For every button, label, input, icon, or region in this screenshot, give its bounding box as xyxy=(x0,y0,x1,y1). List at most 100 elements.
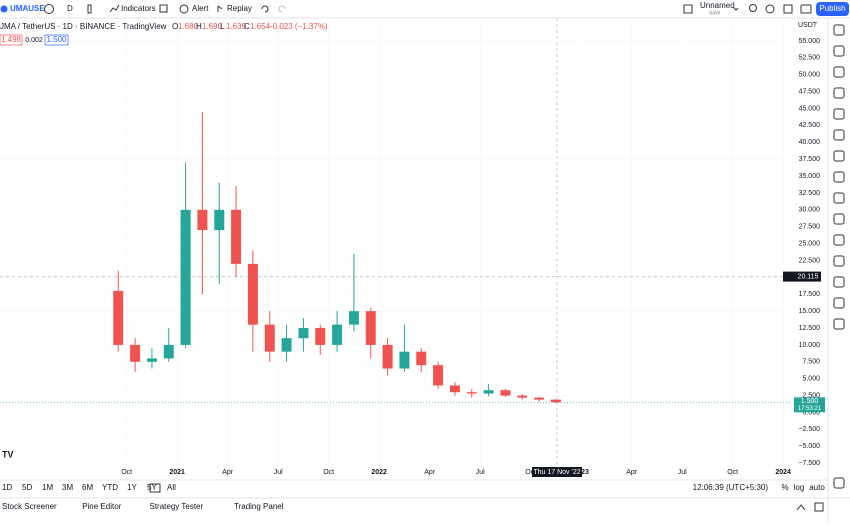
sidebar-button[interactable] xyxy=(833,297,845,309)
sidebar-button[interactable] xyxy=(833,87,845,99)
crosshair-price: 20.115 xyxy=(798,273,819,280)
currency-label[interactable]: USDT xyxy=(798,22,818,29)
sidebar-button[interactable] xyxy=(833,276,845,288)
save-label[interactable]: Save xyxy=(709,10,721,16)
candle-body xyxy=(399,351,410,369)
bottom-tab[interactable]: Strategy Tester xyxy=(150,502,204,511)
bottom-tab[interactable]: Pine Editor xyxy=(82,502,121,511)
candle-body xyxy=(315,328,326,345)
x-tick-label: Oct xyxy=(727,469,738,476)
settings-button[interactable] xyxy=(765,4,775,14)
date-range-button[interactable] xyxy=(149,483,161,493)
sidebar-button[interactable] xyxy=(833,45,845,57)
sidebar-button[interactable] xyxy=(833,477,845,489)
sidebar-button[interactable] xyxy=(833,255,845,267)
ohlc-label: O xyxy=(172,22,178,31)
templates-button[interactable] xyxy=(159,4,168,13)
y-tick-label: 22.500 xyxy=(799,257,821,264)
candle-body xyxy=(348,311,359,325)
maximize-button[interactable] xyxy=(814,502,824,512)
candle-body xyxy=(281,338,292,352)
sidebar-button[interactable] xyxy=(833,24,845,36)
bottom-tab[interactable]: Trading Panel xyxy=(234,502,284,511)
chart-type-button[interactable] xyxy=(87,4,92,14)
range-button[interactable]: 5Y xyxy=(147,483,157,492)
range-button[interactable]: 5D xyxy=(22,483,32,492)
sidebar-button[interactable] xyxy=(833,318,845,330)
y-tick-label: 40.000 xyxy=(799,139,821,146)
publish-button-bg[interactable] xyxy=(816,2,849,16)
candle-body xyxy=(433,365,444,386)
sidebar-button[interactable] xyxy=(833,150,845,162)
range-button[interactable]: 3M xyxy=(62,483,73,492)
candle-body xyxy=(231,209,242,264)
range-button[interactable]: YTD xyxy=(102,483,118,492)
indicators-icon xyxy=(109,4,120,13)
candle-body xyxy=(483,390,494,394)
ask-price[interactable]: 1.500 xyxy=(46,35,67,44)
compare-button[interactable] xyxy=(44,4,54,14)
range-button[interactable]: 1M xyxy=(42,483,53,492)
collapse-button[interactable] xyxy=(796,504,806,511)
y-tick-label: 30.000 xyxy=(799,207,821,214)
candle-body xyxy=(416,351,427,366)
crosshair-price-box xyxy=(783,271,821,282)
log-toggle[interactable]: log xyxy=(794,483,805,492)
legend-change: −0.023 (−1.37%) xyxy=(268,22,328,31)
fullscreen-button[interactable] xyxy=(783,4,793,14)
bid-box[interactable] xyxy=(0,34,23,46)
x-tick-label: Oct xyxy=(121,469,132,476)
ask-box[interactable] xyxy=(44,34,69,46)
range-button[interactable]: 1Y xyxy=(127,483,137,492)
x-tick-label: Oct xyxy=(525,469,536,476)
candle-body xyxy=(113,290,124,345)
candle-body xyxy=(197,209,208,231)
percent-toggle[interactable]: % xyxy=(781,483,788,492)
undo-button[interactable] xyxy=(261,5,269,13)
candle-body xyxy=(180,209,191,345)
y-tick-label: 0.000 xyxy=(802,409,820,416)
y-tick-label: 35.000 xyxy=(799,173,821,180)
range-button[interactable]: All xyxy=(167,483,176,492)
countdown: 17:53:21 xyxy=(798,406,822,412)
layout-dropdown[interactable] xyxy=(733,7,739,11)
search-button[interactable] xyxy=(749,4,757,12)
top-toolbar xyxy=(0,0,850,18)
bottom-tab[interactable]: Stock Screener xyxy=(2,502,57,511)
replay-button[interactable]: Replay xyxy=(227,4,252,13)
sidebar-button[interactable] xyxy=(833,171,845,183)
y-tick-label: 37.500 xyxy=(799,156,821,163)
y-tick-label: 2.500 xyxy=(802,392,820,399)
y-tick-label: 5.000 xyxy=(802,376,820,383)
candle-body xyxy=(466,392,477,394)
candle-body xyxy=(247,263,258,325)
y-tick-label: 15.000 xyxy=(799,308,821,315)
snapshot-button[interactable] xyxy=(800,4,812,14)
indicators-button[interactable]: Indicators xyxy=(121,4,156,13)
sidebar-button[interactable] xyxy=(833,234,845,246)
y-tick-label: 25.000 xyxy=(799,240,821,247)
ohlc-label: C xyxy=(244,22,250,31)
x-tick-label: 2021 xyxy=(169,469,185,476)
ohlc-value: 1.680 xyxy=(178,22,199,31)
auto-toggle[interactable]: auto xyxy=(809,483,825,492)
sidebar-button[interactable] xyxy=(833,213,845,225)
x-tick-label: Jul xyxy=(678,469,687,476)
tv-logo: TV xyxy=(2,449,14,459)
sidebar-button[interactable] xyxy=(833,129,845,141)
alert-button[interactable]: Alert xyxy=(192,4,209,13)
candle-body xyxy=(365,311,376,345)
layout-name[interactable]: Unnamed xyxy=(700,1,735,10)
sidebar-button[interactable] xyxy=(833,108,845,120)
symbol-button[interactable]: UMAUSE xyxy=(10,4,45,13)
range-button[interactable]: 1D xyxy=(2,483,12,492)
y-tick-label: 32.500 xyxy=(799,190,821,197)
publish-button[interactable]: Publish xyxy=(819,4,845,13)
candle-body xyxy=(449,385,460,393)
range-button[interactable]: 6M xyxy=(82,483,93,492)
interval-button[interactable]: D xyxy=(67,4,73,13)
bid-price[interactable]: 1.498 xyxy=(1,35,22,44)
sidebar-button[interactable] xyxy=(833,192,845,204)
sidebar-button[interactable] xyxy=(833,66,845,78)
redo-button[interactable] xyxy=(278,5,286,13)
